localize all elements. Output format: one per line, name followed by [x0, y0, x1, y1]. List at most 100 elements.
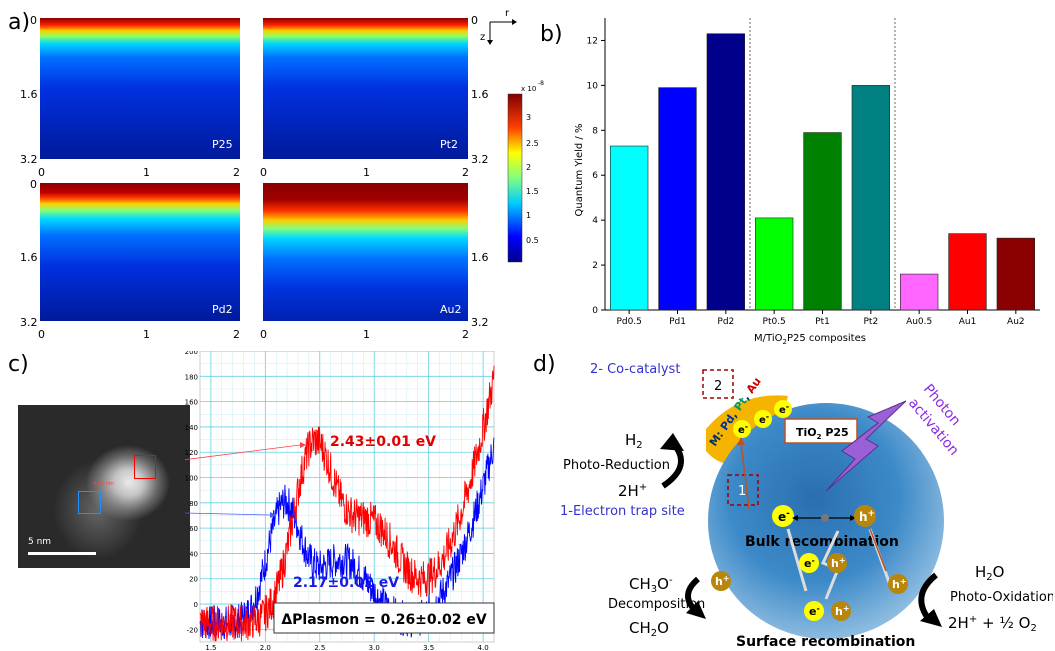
panel-b-label: b)	[540, 22, 563, 47]
x-tick-label: Au1	[959, 317, 977, 327]
y-tick: 3.2	[471, 153, 489, 166]
y-tick: 3.2	[20, 153, 38, 166]
y-tick-label: 4	[592, 216, 598, 226]
x-tick: 1	[143, 166, 150, 179]
surface-hole	[831, 601, 851, 621]
bulk-arrowhead-right	[850, 515, 856, 521]
left-surface-hole	[711, 571, 731, 591]
spectrum-y-tick: 20	[189, 576, 198, 584]
stem-glow	[53, 460, 143, 560]
bar-Au1	[948, 233, 987, 311]
y-tick-label: 0	[592, 306, 598, 316]
oxidation-arrowhead	[920, 609, 942, 627]
box-2	[702, 369, 734, 399]
x-tick-label: Pt0.5	[763, 317, 786, 327]
trap-site-label: 1-Electron trap site	[560, 504, 685, 519]
x-tick: 0	[260, 166, 267, 179]
x-tick: 1	[363, 328, 370, 341]
y-axis-label: Quantum Yield / %	[574, 124, 585, 217]
spectrum-y-tick: 80	[189, 500, 198, 508]
colorbar-exponent-power: -8	[538, 80, 544, 87]
decomposition-label: Decomposition	[608, 597, 705, 612]
x-tick: 1	[143, 328, 150, 341]
panel-a-heatmaps: P25 Pt2 Pd2 Au2 0 1.6 3.2 0 1.6 3.2 0 1.…	[20, 8, 544, 341]
x-tick-label: Pt1	[815, 317, 830, 327]
right-surface-hole	[888, 574, 908, 594]
y-tick: 1.6	[20, 88, 38, 101]
colorbar	[507, 93, 523, 263]
x-tick: 2	[233, 166, 240, 179]
y-tick: 1.6	[20, 251, 38, 264]
svg-text:e-: e-	[759, 412, 769, 426]
y-tick: 3.2	[471, 316, 489, 329]
map-label-pt2: Pt2	[440, 138, 458, 151]
heatmap-pt2	[263, 18, 468, 159]
bulk-center-dot	[821, 514, 829, 522]
colorbar-tick: 2.5	[526, 139, 539, 148]
red-roi-box	[134, 455, 156, 479]
spectrum-y-tick: 200	[185, 351, 198, 356]
map-label-p25: P25	[212, 138, 233, 151]
spectrum-x-tick: 2.0	[260, 644, 271, 651]
y-tick-label: 2	[592, 261, 598, 271]
y-tick-label: 10	[587, 81, 599, 91]
bulk-electron	[772, 505, 794, 527]
panel-d-diagram: 2- Co-catalyst 2 1-Electron trap site 1 …	[560, 362, 1053, 650]
x-tick-label: Pt2	[863, 317, 878, 327]
x-tick: 2	[462, 166, 469, 179]
blue-roi-pointer	[185, 512, 271, 516]
red-peak-label: 2.43±0.01 eV	[330, 434, 436, 450]
x-axis-label: M/TiO2P25 composites	[754, 333, 866, 345]
h2o-label: H2O	[975, 563, 1004, 583]
bar-Au2	[996, 237, 1035, 311]
spectrum-y-tick: -20	[187, 626, 198, 634]
bar-Pt1	[803, 132, 842, 311]
box-1	[727, 474, 759, 506]
x-tick: 1	[363, 166, 370, 179]
bar-Pd0.5	[610, 145, 649, 311]
axis-r-label: r	[505, 8, 510, 19]
y-tick: 0	[471, 14, 478, 27]
y-tick: 0	[30, 178, 37, 191]
svg-text:e-: e-	[779, 402, 789, 416]
spectrum-x-tick: 1.5	[205, 644, 216, 651]
colorbar-tick: 1	[526, 211, 531, 220]
spectrum-x-tick: 3.5	[423, 644, 434, 651]
mid-hole-label: h+	[831, 556, 846, 570]
measure-label: 4.56 nm	[93, 481, 114, 487]
y-tick-label: 6	[592, 171, 598, 181]
bar-Au0.5	[900, 273, 939, 311]
bar-Pt0.5	[755, 217, 794, 311]
box-2-label: 2	[714, 379, 722, 394]
heatmap-pd2	[40, 183, 240, 321]
two-h-plus-label: 2H+	[618, 482, 647, 500]
svg-text:e-: e-	[738, 422, 748, 436]
map-label-au2: Au2	[440, 303, 462, 316]
stem-image: 4.56 nm 5 nm	[18, 405, 190, 568]
panel-a-label: a)	[8, 10, 31, 35]
bulk-electron-label: e-	[778, 509, 790, 524]
spectrum-y-tick: 100	[185, 475, 198, 483]
cocatalyst-label: 2- Co-catalyst	[590, 362, 680, 377]
box-1-label: 1	[738, 484, 746, 499]
x-tick: 0	[38, 166, 45, 179]
blue-pointer-head	[270, 512, 276, 518]
x-tick-label: Pd1	[669, 317, 686, 327]
heatmap-p25	[40, 18, 240, 159]
surface-electron	[804, 601, 824, 621]
spectrum-y-tick: 60	[189, 525, 198, 533]
scale-bar-label: 5 nm	[28, 537, 52, 547]
x-tick: 0	[38, 328, 45, 341]
x-tick: 0	[260, 328, 267, 341]
hole-transfer-arrow	[869, 528, 887, 572]
electron-transfer-arrow	[740, 442, 750, 510]
mid-hole	[827, 553, 847, 573]
heatmap-au2	[263, 183, 468, 321]
colorbar-tick: 3	[526, 113, 531, 122]
tio2-label-box	[784, 418, 858, 444]
y-tick: 0	[30, 14, 37, 27]
bar-Pd2	[706, 33, 745, 311]
spectrum-x-tick: 3.0	[369, 644, 380, 651]
x-tick-label: Au2	[1007, 317, 1025, 327]
